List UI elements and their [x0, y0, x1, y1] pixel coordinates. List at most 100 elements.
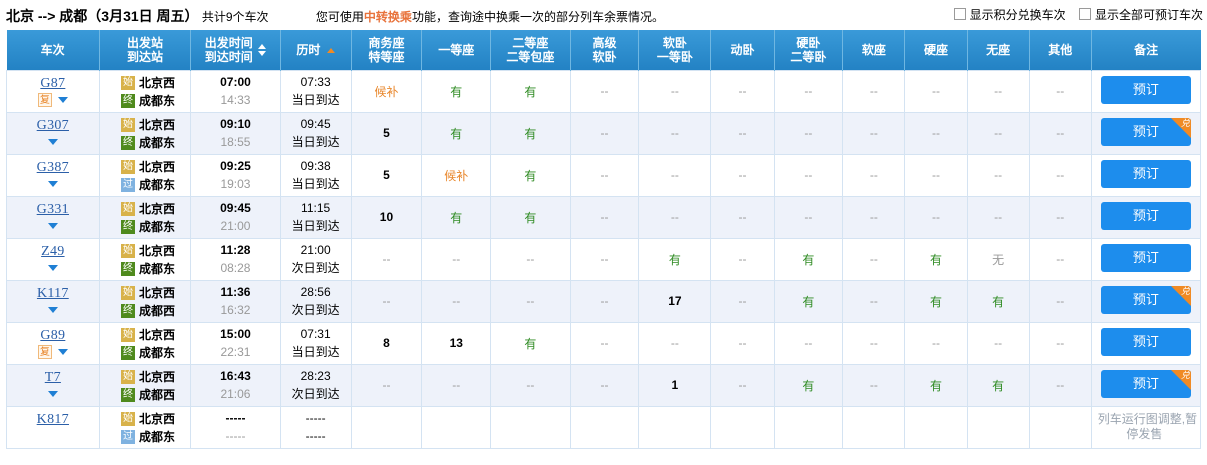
train-number-link[interactable]: T7 [44, 369, 61, 385]
duration-cell: 11:15 当日到达 [279, 195, 352, 239]
col-soft-seat: 软座 [842, 30, 906, 70]
remark-cell: 预订 [1090, 195, 1202, 239]
expand-detail-icon[interactable] [47, 181, 58, 188]
seat-value: -- [1056, 378, 1065, 392]
departure-station-icon: 始 [120, 369, 135, 384]
train-number-cell: G331 [6, 195, 100, 239]
expand-detail-icon[interactable] [47, 307, 58, 314]
seat-value: 有 [450, 210, 463, 225]
seat-cell-standing: 有 [966, 363, 1030, 407]
seat-cell-soft-sleeper: -- [638, 321, 712, 365]
col-label: 高级 [592, 35, 617, 50]
sort-asc-icon[interactable] [258, 43, 267, 49]
col-hard-seat: 硬座 [904, 30, 968, 70]
book-button[interactable]: 预订 兑 [1100, 117, 1191, 146]
departure-time: 09:25 [220, 159, 251, 173]
col-stations[interactable]: 出发站 到达站 [99, 30, 192, 70]
departure-station-icon: 始 [120, 327, 135, 342]
seat-value: -- [994, 336, 1003, 350]
train-number-link[interactable]: G89 [40, 327, 66, 343]
seat-value: -- [804, 84, 813, 98]
col-label-2: 一等卧 [656, 49, 693, 64]
times-cell: 09:10 18:55 [190, 111, 281, 155]
table-row: G89 复 始北京西终成都东 15:00 22:31 07:31 当日到达 8 13 有 -- -- -… [6, 321, 1202, 365]
seat-cell-premium-soft-sleeper: -- [569, 279, 640, 323]
book-button[interactable]: 预订 [1100, 243, 1191, 272]
col-soft-sleeper: 软卧 一等卧 [638, 30, 712, 70]
col-label: 二等座 [512, 35, 549, 50]
arrival-station-name: 成都东 [138, 261, 175, 276]
expand-detail-icon[interactable] [47, 223, 58, 230]
col-train-number[interactable]: 车次 [6, 30, 100, 70]
arrival-time: 21:06 [220, 387, 251, 401]
train-number-link[interactable]: K817 [36, 411, 69, 427]
times-cell: ----- ----- [190, 405, 281, 449]
train-number-link[interactable]: G87 [40, 75, 66, 91]
expand-detail-icon[interactable] [47, 391, 58, 398]
seat-value: -- [600, 378, 609, 392]
duration-cell: 07:33 当日到达 [279, 69, 352, 113]
seat-cell-soft-seat [842, 405, 906, 449]
seat-cell-first-class: 有 [421, 195, 492, 239]
train-number-link[interactable]: G331 [36, 201, 69, 217]
stations-cell: 始北京西过成都东 [98, 153, 192, 197]
departure-time: 09:45 [220, 201, 251, 215]
sort-arrows[interactable] [258, 43, 267, 56]
book-button[interactable]: 预订 [1100, 327, 1191, 356]
expand-detail-icon[interactable] [57, 349, 68, 356]
sort-asc-icon[interactable] [326, 48, 335, 54]
seat-value: 有 [802, 252, 815, 267]
train-number-cell: G87 复 [6, 69, 100, 113]
remark-cell: 预订 兑 [1090, 279, 1202, 323]
points-exchange-corner-icon [1170, 285, 1191, 306]
seat-value: -- [931, 336, 940, 350]
duration-length: 07:33 [300, 75, 331, 89]
col-label: 车次 [40, 43, 65, 58]
points-exchange-checkbox[interactable] [953, 7, 966, 20]
col-times[interactable]: 出发时间 到达时间 [190, 30, 281, 70]
show-all-bookable-checkbox[interactable] [1078, 7, 1091, 20]
seat-value: -- [869, 210, 878, 224]
remark-cell: 预订 [1090, 321, 1202, 365]
duration-length: 07:31 [300, 327, 331, 341]
remark-cell: 预订 [1090, 69, 1202, 113]
train-number-cell: G387 [6, 153, 100, 197]
seat-cell-emu-sleeper: -- [710, 195, 775, 239]
seat-cell-second-class: -- [490, 363, 571, 407]
sort-arrows[interactable] [326, 48, 335, 54]
departure-station-name: 北京西 [138, 75, 175, 90]
times-cell: 07:00 14:33 [190, 69, 281, 113]
show-all-bookable-option[interactable]: 显示全部可预订车次 [1078, 6, 1203, 23]
book-button[interactable]: 预订 [1100, 159, 1191, 188]
book-button[interactable]: 预订 兑 [1100, 285, 1191, 314]
train-number-cell: G89 复 [6, 321, 100, 365]
sort-desc-icon[interactable] [258, 50, 267, 56]
points-exchange-option[interactable]: 显示积分兑换车次 [953, 6, 1066, 23]
seat-cell-standing: -- [966, 69, 1030, 113]
train-number-link[interactable]: G307 [36, 117, 69, 133]
train-number-link[interactable]: G387 [36, 159, 69, 175]
stations-cell: 始北京西终成都东 [98, 237, 192, 281]
seat-value: -- [600, 210, 609, 224]
table-header: 车次 出发站 到达站 出发时间 到达时间 [6, 30, 1201, 70]
transfer-link[interactable]: 中转换乘 [363, 9, 412, 24]
train-number-link[interactable]: Z49 [41, 243, 65, 259]
book-button[interactable]: 预订 兑 [1100, 369, 1191, 398]
seat-value: -- [738, 336, 747, 350]
train-number-link[interactable]: K117 [36, 285, 69, 301]
arrival-day: 当日到达 [291, 93, 340, 107]
book-button[interactable]: 预订 [1100, 75, 1191, 104]
expand-detail-icon[interactable] [47, 139, 58, 146]
expand-detail-icon[interactable] [57, 97, 68, 104]
seat-value: -- [600, 126, 609, 140]
expand-detail-icon[interactable] [47, 265, 58, 272]
seat-value: -- [670, 84, 679, 98]
arrival-station-name: 成都东 [138, 135, 175, 150]
book-button[interactable]: 预订 [1100, 201, 1191, 230]
arrival-day: ----- [305, 429, 326, 443]
col-duration[interactable]: 历时 [280, 30, 352, 70]
col-label: 动卧 [730, 42, 755, 57]
seat-cell-emu-sleeper: -- [710, 279, 775, 323]
seat-cell-hard-seat: 有 [904, 237, 968, 281]
duration-length: 09:45 [300, 117, 331, 131]
